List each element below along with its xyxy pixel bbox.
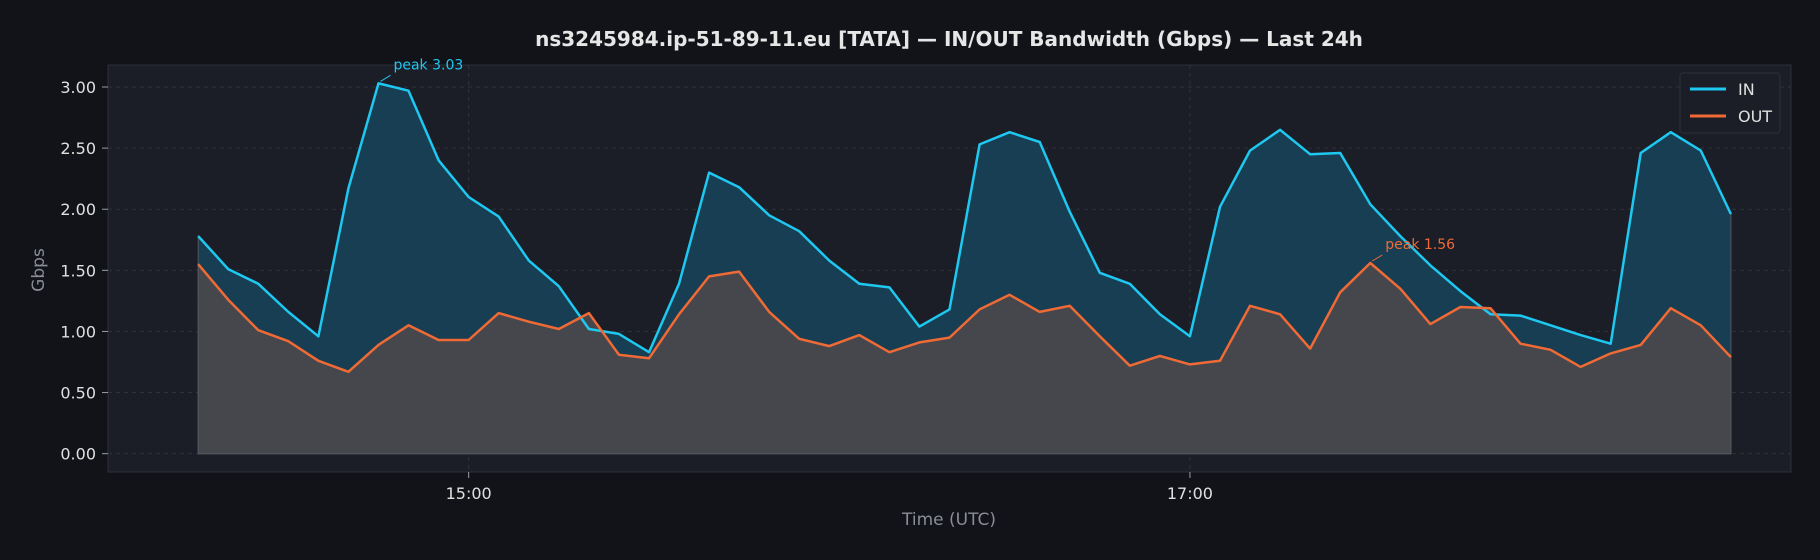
- y-tick-label: 3.00: [60, 78, 96, 97]
- annotation-label: peak 3.03: [393, 57, 463, 73]
- x-tick-label: 17:00: [1167, 484, 1213, 503]
- y-tick-label: 0.50: [60, 384, 96, 403]
- y-axis-label: Gbps: [29, 248, 49, 292]
- annotation-label: peak 1.56: [1385, 237, 1455, 253]
- y-tick-label: 2.50: [60, 139, 96, 158]
- annotation-arrow: [380, 74, 391, 82]
- y-axis-ticks: 0.00 0.50 1.00 1.50 2.00 2.50 3.00: [60, 78, 108, 464]
- chart-title: ns3245984.ip-51-89-11.eu [TATA] — IN/OUT…: [535, 27, 1363, 51]
- annotations: peak 3.03 peak 1.56: [380, 57, 1455, 262]
- legend-label-out: OUT: [1738, 107, 1772, 126]
- series-line-in: [197, 82, 1733, 354]
- y-tick-label: 1.50: [60, 261, 96, 280]
- y-tick-label: 0.00: [60, 445, 96, 464]
- series-lines: [197, 82, 1733, 374]
- y-tick-label: 2.00: [60, 200, 96, 219]
- annotation-arrow: [1371, 254, 1383, 262]
- legend-label-in: IN: [1738, 80, 1755, 99]
- y-tick-label: 1.00: [60, 322, 96, 341]
- legend: IN OUT: [1679, 72, 1781, 134]
- x-axis-label: Time (UTC): [901, 510, 996, 530]
- series-line-out: [197, 261, 1732, 374]
- x-axis-ticks: 15:00 17:00: [446, 472, 1213, 503]
- x-tick-label: 15:00: [446, 484, 492, 503]
